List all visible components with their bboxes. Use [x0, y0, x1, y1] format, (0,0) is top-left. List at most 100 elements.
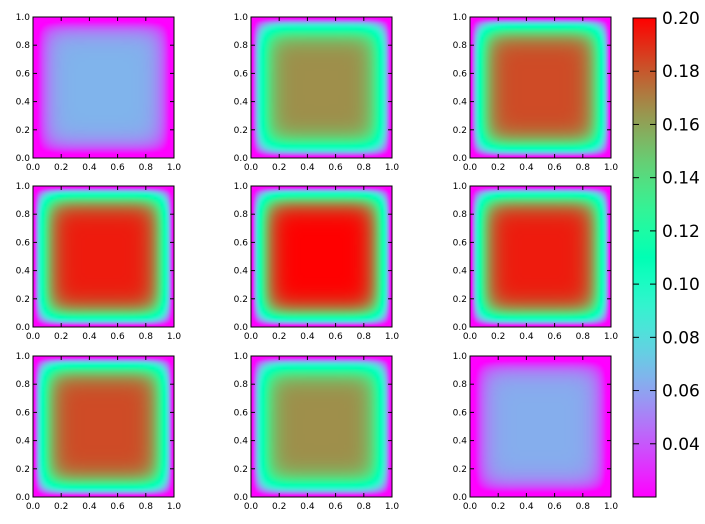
y-tick-label: 0.8 [453, 380, 468, 390]
x-tick-label: 0.8 [576, 163, 591, 173]
heatmap-panel-6: 0.0 0.2 0.4 0.6 0.8 1.0 0.0 0.2 0.4 0.6 0.8 1.0 [453, 182, 619, 342]
y-tick-label: 0.4 [234, 98, 249, 108]
y-tick-label: 0.4 [16, 267, 31, 277]
x-tick-label: 0.0 [26, 332, 41, 342]
heatmap-panel-9: 0.0 0.2 0.4 0.6 0.8 1.0 0.0 0.2 0.4 0.6 0.8 1.0 [453, 352, 619, 512]
y-tick-label: 0.8 [234, 41, 249, 51]
panel-frame [32, 355, 175, 498]
x-tick-label: 0.8 [357, 163, 372, 173]
x-tick-label: 1.0 [385, 163, 400, 173]
x-tick-label: 0.2 [272, 332, 286, 342]
x-tick-label: 0.4 [300, 502, 315, 512]
x-tick-label: 1.0 [385, 502, 400, 512]
y-tick-label: 0.4 [453, 437, 468, 447]
panel-frame [32, 16, 175, 159]
x-tick-label: 0.4 [82, 332, 97, 342]
x-tick-label: 0.4 [82, 502, 97, 512]
y-tick-label: 0.2 [234, 465, 248, 475]
y-tick-label: 0.8 [453, 210, 468, 220]
y-tick-label: 0.2 [16, 126, 30, 136]
x-tick-label: 0.4 [519, 163, 534, 173]
y-tick-label: 0.0 [16, 493, 31, 503]
y-tick-label: 0.6 [16, 408, 31, 418]
x-tick-label: 0.2 [491, 163, 505, 173]
colorbar-tick-label: 0.12 [662, 222, 700, 242]
x-tick-label: 1.0 [385, 332, 400, 342]
x-tick-label: 0.8 [139, 163, 154, 173]
heatmap-image-6 [470, 186, 611, 327]
x-tick-label: 0.2 [272, 163, 286, 173]
x-tick-label: 0.4 [300, 332, 315, 342]
colorbar-tick-label: 0.20 [662, 9, 700, 29]
x-tick-label: 0.2 [272, 502, 286, 512]
y-tick-label: 0.4 [16, 437, 31, 447]
x-tick-label: 0.0 [463, 502, 478, 512]
x-tick-label: 0.0 [244, 502, 259, 512]
y-tick-label: 1.0 [453, 182, 468, 192]
x-tick-label: 0.4 [519, 502, 534, 512]
heatmap-panel-8: 0.0 0.2 0.4 0.6 0.8 1.0 0.0 0.2 0.4 0.6 0.8 1.0 [234, 352, 400, 512]
y-tick-label: 0.0 [16, 323, 31, 333]
x-tick-label: 0.4 [82, 163, 97, 173]
x-tick-label: 1.0 [604, 332, 619, 342]
x-tick-label: 0.0 [26, 163, 41, 173]
y-tick-label: 0.6 [234, 238, 249, 248]
x-tick-label: 0.8 [576, 502, 591, 512]
x-tick-label: 0.6 [547, 163, 562, 173]
y-tick-label: 1.0 [234, 352, 249, 362]
panel-frame [32, 185, 175, 328]
y-tick-label: 0.8 [16, 210, 31, 220]
y-tick-label: 0.2 [16, 465, 30, 475]
heatmap-panel-3: 0.0 0.2 0.4 0.6 0.8 1.0 0.0 0.2 0.4 0.6 0.8 1.0 [453, 13, 619, 173]
colorbar-gradient [633, 18, 656, 497]
x-tick-label: 0.0 [463, 163, 478, 173]
heatmap-panel-1: 0.0 0.2 0.4 0.6 0.8 1.0 0.0 0.2 0.4 0.6 0.8 1.0 [16, 13, 182, 173]
x-tick-label: 0.4 [519, 332, 534, 342]
y-tick-label: 0.2 [16, 295, 30, 305]
y-tick-label: 0.2 [453, 465, 467, 475]
x-tick-label: 0.0 [26, 502, 41, 512]
heatmap-panel-5: 0.0 0.2 0.4 0.6 0.8 1.0 0.0 0.2 0.4 0.6 0.8 1.0 [234, 182, 400, 342]
y-tick-label: 0.6 [234, 408, 249, 418]
heatmap-image-7 [33, 356, 174, 497]
y-tick-label: 0.0 [234, 493, 249, 503]
y-tick-label: 0.0 [234, 154, 249, 164]
y-tick-label: 0.4 [234, 437, 249, 447]
x-tick-label: 0.8 [139, 502, 154, 512]
y-tick-label: 0.6 [16, 238, 31, 248]
x-tick-label: 0.8 [576, 332, 591, 342]
panel-frame [250, 355, 393, 498]
heatmap-image-5 [251, 186, 392, 327]
y-tick-label: 0.8 [234, 210, 249, 220]
heatmap-image-3 [470, 17, 611, 158]
y-tick-label: 0.2 [453, 126, 467, 136]
y-tick-label: 0.2 [234, 295, 248, 305]
x-tick-label: 0.4 [300, 163, 315, 173]
panel-frame [469, 355, 612, 498]
colorbar-tick-label: 0.10 [662, 275, 700, 295]
x-tick-label: 0.2 [54, 163, 68, 173]
colorbar-frame [632, 17, 657, 498]
colorbar-tick-label: 0.14 [662, 169, 700, 189]
x-tick-label: 0.6 [110, 332, 125, 342]
x-tick-label: 0.0 [244, 332, 259, 342]
panel-frame [250, 185, 393, 328]
heatmap-image-9 [470, 356, 611, 497]
x-tick-label: 0.0 [244, 163, 259, 173]
y-tick-label: 0.6 [453, 238, 468, 248]
y-tick-label: 0.8 [453, 41, 468, 51]
y-tick-label: 0.0 [16, 154, 31, 164]
y-tick-label: 0.8 [16, 41, 31, 51]
x-tick-label: 0.0 [463, 332, 478, 342]
colorbar-tick-label: 0.18 [662, 62, 700, 82]
y-tick-label: 0.6 [16, 69, 31, 79]
x-tick-label: 0.2 [491, 332, 505, 342]
heatmap-image-1 [33, 17, 174, 158]
y-tick-label: 0.2 [453, 295, 467, 305]
y-tick-label: 0.4 [16, 98, 31, 108]
x-tick-label: 0.6 [328, 332, 343, 342]
y-tick-label: 0.4 [234, 267, 249, 277]
y-tick-label: 1.0 [16, 182, 31, 192]
x-tick-label: 0.2 [54, 332, 68, 342]
